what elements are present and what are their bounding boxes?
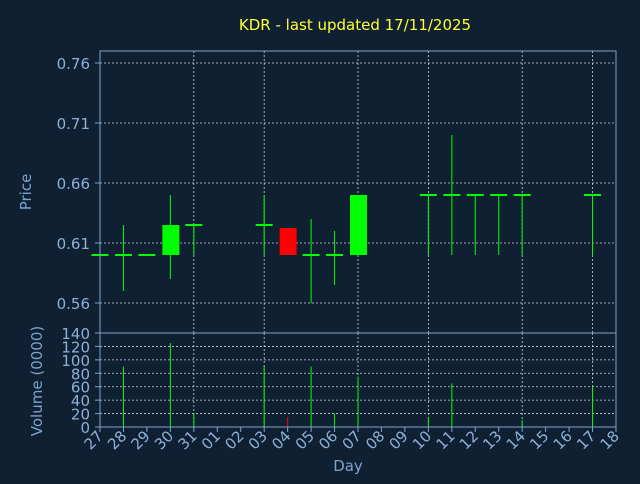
volume-tick-label: 120 [61,338,90,356]
x-tick-label: 15 [526,427,552,453]
x-tick-label: 28 [104,427,130,453]
x-tick-label: 31 [174,427,200,453]
candle-body [279,228,297,255]
volume-tick-label: 0 [80,419,90,437]
x-tick-label: 10 [409,427,435,453]
volume-tick-label: 100 [61,352,90,370]
x-tick-label: 12 [456,427,482,453]
x-tick-label: 30 [151,427,177,453]
price-tick-label: 0.61 [57,235,90,253]
volume-layer [122,343,594,427]
x-tick-label: 03 [245,427,271,453]
candle-layer [91,135,602,303]
x-tick-label: 08 [362,427,388,453]
volume-tick-label: 60 [71,379,90,397]
volume-tick-label: 20 [71,406,90,424]
candle-body [162,225,180,255]
volume-axis-title: Volume (0000) [28,326,46,436]
price-tick-label: 0.76 [57,55,90,73]
x-tick-label: 01 [198,427,224,453]
volume-tick-label: 40 [71,392,90,410]
x-tick-label: 09 [386,427,412,453]
x-tick-label: 05 [292,427,318,453]
x-tick-label: 13 [479,427,505,453]
x-tick-label: 11 [432,427,458,453]
x-axis-title: Day [333,457,363,475]
x-tick-label: 18 [597,427,623,453]
x-tick-label: 07 [339,427,365,453]
x-tick-label: 04 [268,427,294,453]
x-tick-label: 02 [221,427,247,453]
volume-tick-label: 80 [71,365,90,383]
x-tick-label: 16 [550,427,576,453]
candle-body [350,195,367,255]
price-tick-label: 0.66 [57,175,90,193]
x-tick-label: 14 [503,427,529,453]
x-tick-label: 29 [128,427,154,453]
chart-title: KDR - last updated 17/11/2025 [239,16,471,34]
price-axis-title: Price [17,174,35,211]
x-tick-label: 06 [315,427,341,453]
price-tick-label: 0.56 [57,295,90,313]
price-tick-label: 0.71 [57,115,90,133]
x-tick-label: 17 [573,427,599,453]
volume-tick-label: 140 [61,325,90,343]
